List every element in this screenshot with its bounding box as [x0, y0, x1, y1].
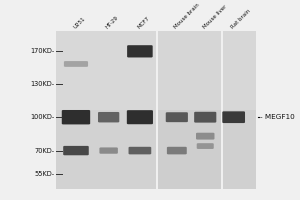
FancyBboxPatch shape: [194, 112, 216, 123]
Text: Mouse liver: Mouse liver: [202, 4, 227, 30]
FancyBboxPatch shape: [167, 147, 187, 154]
FancyBboxPatch shape: [64, 61, 88, 67]
FancyBboxPatch shape: [166, 112, 188, 122]
FancyBboxPatch shape: [197, 143, 214, 149]
Bar: [223, 31, 256, 110]
FancyBboxPatch shape: [196, 133, 214, 140]
Text: 55KD-: 55KD-: [34, 171, 55, 177]
Text: U251: U251: [72, 16, 86, 30]
Text: HT-29: HT-29: [105, 15, 120, 30]
Bar: [223, 31, 256, 189]
Bar: [158, 31, 221, 189]
FancyBboxPatch shape: [63, 146, 89, 155]
FancyBboxPatch shape: [99, 147, 118, 154]
FancyBboxPatch shape: [128, 147, 151, 154]
FancyBboxPatch shape: [98, 112, 119, 122]
Text: MCF7: MCF7: [136, 16, 151, 30]
Text: 70KD-: 70KD-: [34, 148, 55, 154]
Text: - MEGF10: - MEGF10: [260, 114, 295, 120]
Bar: [156, 31, 158, 189]
Bar: [56, 31, 156, 110]
Text: 170KD-: 170KD-: [30, 48, 55, 54]
Text: Rat brain: Rat brain: [230, 8, 251, 30]
Bar: [158, 31, 221, 110]
FancyBboxPatch shape: [127, 110, 153, 124]
Text: 130KD-: 130KD-: [31, 81, 55, 87]
Bar: [221, 31, 223, 189]
Text: Mouse brain: Mouse brain: [173, 2, 201, 30]
FancyBboxPatch shape: [222, 111, 245, 123]
Text: 100KD-: 100KD-: [30, 114, 55, 120]
FancyBboxPatch shape: [62, 110, 90, 124]
FancyBboxPatch shape: [127, 45, 153, 57]
Bar: [56, 31, 156, 189]
